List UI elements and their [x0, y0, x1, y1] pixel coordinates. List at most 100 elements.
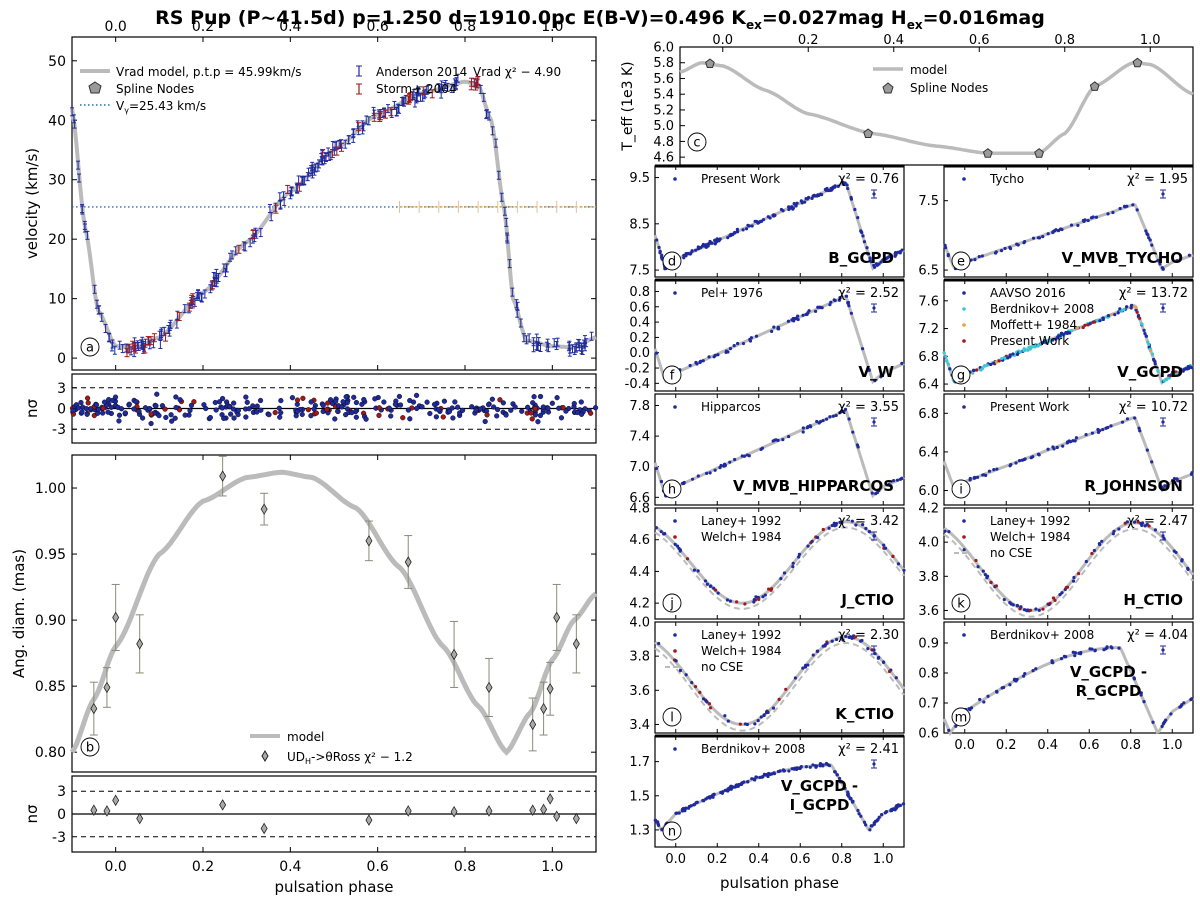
h-data-point — [831, 414, 835, 418]
b-residual-point — [103, 805, 111, 817]
d-data-point — [894, 253, 898, 257]
n-data-point — [674, 811, 678, 815]
c-ylabel: T_eff (1e3 K) — [620, 61, 636, 151]
f-ytick-label: 0.2 — [629, 331, 650, 346]
a-residual-point — [363, 416, 369, 422]
g-data-point — [1023, 348, 1027, 352]
f-data-point — [832, 298, 836, 302]
h-data-point — [834, 413, 838, 418]
j-legend-label: Laney+ 1992 — [701, 514, 782, 528]
a-ytick-label: 40 — [48, 113, 66, 129]
c-ytick-label: 5.8 — [653, 56, 674, 71]
a-xtick-label: 1.0 — [541, 19, 563, 35]
a-residual-point — [407, 397, 413, 404]
i-data-point — [1055, 445, 1059, 450]
f-data-point — [828, 303, 832, 307]
d-data-point — [810, 196, 814, 200]
i-ytick-label: 6.8 — [918, 407, 939, 422]
i-data-point — [1145, 448, 1149, 452]
a-xtick-label: 0.4 — [279, 19, 301, 35]
l-data-point — [678, 668, 683, 673]
legend-storm-label: Storm+ 2004 — [376, 82, 456, 96]
n-data-point — [862, 820, 867, 824]
n-xtick-label: 0.0 — [665, 852, 686, 867]
g-data-point — [942, 351, 946, 355]
m-data-point — [1102, 648, 1106, 652]
k-data-point — [981, 569, 985, 573]
g-data-point — [1134, 305, 1138, 309]
j-data-point — [752, 597, 756, 602]
f-ytick-label: -0.2 — [625, 362, 650, 377]
g-data-point — [989, 362, 993, 367]
c-legend-nodes-label: Spline Nodes — [910, 81, 988, 95]
j-data-point — [675, 544, 680, 548]
a-residual-point — [532, 412, 539, 418]
g-data-point — [1149, 349, 1153, 353]
m-ytick-label: 0.9 — [918, 637, 939, 652]
d-data-point — [655, 238, 659, 242]
h-ytick-label: 7.8 — [629, 399, 650, 414]
a-xtick-label: 0.0 — [105, 19, 127, 35]
panel-letter-l: l — [670, 711, 674, 726]
l-data-point — [753, 722, 757, 726]
f-ytick-label: -0.4 — [625, 377, 650, 392]
g-legend-label: Berdnikov+ 2008 — [990, 302, 1094, 316]
diameter-point — [90, 702, 98, 715]
k-legend-label: Laney+ 1992 — [990, 514, 1071, 528]
n-data-point — [818, 764, 823, 768]
d-data-point — [686, 251, 690, 256]
d-data-point — [868, 257, 872, 261]
i-data-point — [1175, 477, 1179, 481]
g-data-point — [1039, 343, 1043, 347]
c-ytick-label: 4.6 — [653, 151, 674, 166]
e-data-point — [1003, 246, 1007, 251]
n-data-point — [705, 796, 710, 800]
l-data-point — [823, 643, 828, 647]
k-data-point — [1112, 529, 1116, 533]
b-ytick-label: 0.90 — [35, 613, 66, 629]
l-data-point — [894, 676, 898, 680]
a-residual-point — [118, 406, 125, 412]
g-legend-swatch — [962, 339, 966, 343]
g-ytick-label: 6.4 — [918, 378, 939, 393]
d-data-point — [884, 257, 888, 261]
d-data-point — [862, 240, 867, 244]
n-ytick-label: 1.3 — [629, 823, 650, 838]
m-xtick-label: 0.6 — [1079, 738, 1100, 753]
h-data-point — [760, 446, 765, 450]
l-legend-label: Laney+ 1992 — [701, 628, 782, 642]
a-residual-point — [388, 413, 394, 419]
n-data-point — [811, 763, 815, 767]
g-data-point — [983, 364, 987, 368]
m-sample-point — [1161, 648, 1165, 652]
a-residual-point — [139, 415, 146, 421]
a-residual-point — [168, 412, 174, 418]
panel-b-frame — [71, 454, 597, 773]
d-data-point — [779, 207, 784, 212]
i-data-point — [1065, 441, 1069, 445]
c-xtick-label: 0.2 — [798, 33, 819, 48]
i-data-point — [1046, 447, 1050, 451]
e-data-point — [1158, 262, 1162, 266]
a-xtick-label: 0.6 — [367, 19, 389, 35]
j-data-point — [654, 526, 658, 530]
h-data-point — [705, 471, 709, 475]
i-data-point — [1073, 439, 1077, 443]
a-residual-point — [122, 410, 128, 416]
m-data-point — [1117, 646, 1121, 650]
f-data-point — [695, 362, 699, 366]
k-data-point — [1147, 524, 1151, 528]
n-xtick-label: 0.8 — [831, 852, 852, 867]
a-residual-point — [549, 400, 555, 406]
k-data-point — [1117, 527, 1121, 531]
a-residual-point — [278, 398, 284, 404]
k-chi2-label: χ² = 2.47 — [1127, 514, 1188, 529]
d-data-point — [717, 239, 721, 243]
k-data-point — [1172, 549, 1176, 553]
g-data-point — [1169, 373, 1173, 377]
g-data-point — [1167, 376, 1171, 380]
a-residual-point — [450, 415, 456, 421]
m-band-label: V_GCPD - — [1070, 663, 1147, 681]
i-data-point — [1150, 460, 1154, 464]
